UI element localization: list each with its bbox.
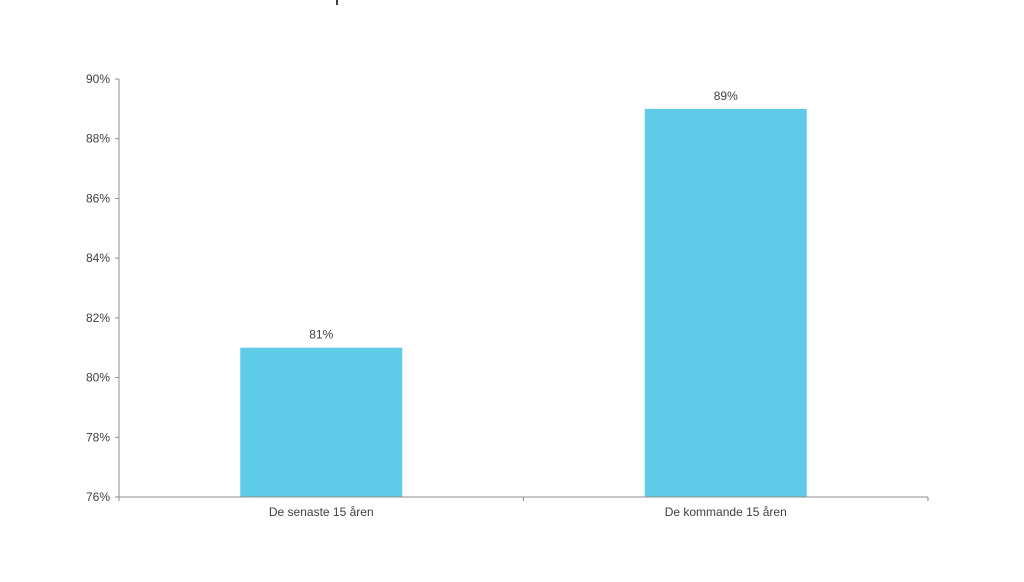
x-category-label: De senaste 15 åren bbox=[269, 505, 374, 519]
x-axis-ticks bbox=[118, 497, 929, 501]
bar-value-label: 81% bbox=[309, 328, 333, 342]
y-tick-label: 82% bbox=[86, 311, 110, 325]
bar bbox=[644, 108, 807, 497]
data-labels: 81% 89% bbox=[309, 89, 738, 342]
bar bbox=[240, 347, 403, 497]
y-tick-label: 84% bbox=[86, 251, 110, 265]
y-tick-label: 80% bbox=[86, 371, 110, 385]
y-tick-label: 90% bbox=[86, 72, 110, 86]
y-tick-label: 88% bbox=[86, 132, 110, 146]
y-tick-label: 86% bbox=[86, 191, 110, 205]
y-axis-ticks: 76% 78% 80% 82% 84% 86% 88% 90% bbox=[86, 72, 119, 504]
y-tick-label: 76% bbox=[86, 490, 110, 504]
cropped-title-fragment bbox=[336, 0, 338, 5]
y-tick-label: 78% bbox=[86, 430, 110, 444]
x-category-label: De kommande 15 åren bbox=[665, 505, 787, 519]
bar-series bbox=[240, 108, 807, 497]
bar-value-label: 89% bbox=[714, 89, 738, 103]
category-labels: De senaste 15 åren De kommande 15 åren bbox=[269, 505, 787, 519]
